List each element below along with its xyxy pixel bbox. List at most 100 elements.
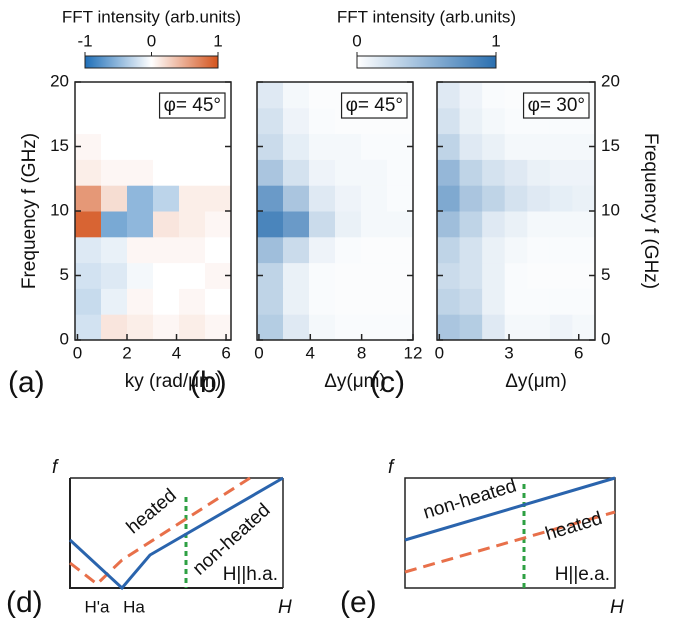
heatmap-cell [127, 211, 154, 238]
colorbar-tick-label: 1 [213, 31, 222, 50]
heatmap-cell [309, 107, 336, 135]
heatmap-cell [335, 211, 362, 238]
heatmap-cell [549, 159, 573, 186]
heatmap-cell [153, 159, 180, 186]
x-axis-label: H [610, 597, 624, 618]
heatmap-cell [527, 159, 551, 186]
heatmap-cell [127, 185, 154, 212]
heatmap-cell [283, 314, 310, 341]
heatmap-cell [572, 314, 596, 341]
panel-d: heated non-heated H||h.a. f H H'a Ha (d) [6, 457, 292, 619]
heatmap-cell [309, 236, 336, 264]
heatmap-cell [75, 314, 102, 341]
heatmap-cell [205, 236, 232, 264]
heatmap-cell [482, 107, 506, 135]
y-axis-label: Frequency f (GHz) [19, 133, 40, 289]
heatmap-cell [437, 262, 461, 289]
heatmap-cell [335, 133, 362, 160]
heatmap-cell [482, 159, 506, 186]
panel-label: (c) [370, 366, 405, 399]
y-tick-label: 20 [50, 71, 69, 90]
y-axis-label: f [388, 457, 395, 478]
x-tick-label: 12 [404, 343, 423, 362]
heatmap-cell [437, 82, 461, 109]
non-heated-curve [404, 476, 616, 542]
heatmap-cell [153, 288, 180, 315]
heatmap-cell [309, 159, 336, 186]
heatmap-cell [387, 159, 414, 186]
heated-curve [69, 476, 251, 586]
heatmap-cell [459, 211, 483, 238]
heatmap-cell [459, 107, 483, 135]
annotation: φ= 30° [528, 95, 585, 116]
heatmap-cell [459, 133, 483, 160]
x-tick-label: 0 [254, 343, 263, 362]
heatmap-cell [101, 211, 128, 238]
colorbar-tick-label: -1 [77, 31, 92, 50]
heatmap-cell [153, 185, 180, 212]
heatmap-cell [504, 314, 528, 341]
heatmap-cell [127, 236, 154, 264]
colorbar-tick-label: 1 [491, 31, 500, 50]
heatmap-cell [572, 262, 596, 289]
x-tick-label: 2 [122, 343, 131, 362]
heatmap-cell [309, 82, 336, 109]
annotation-box [340, 92, 408, 119]
annotation: φ= 45° [164, 95, 221, 116]
heatmap-cell [482, 314, 506, 341]
x-axis-label: Δy(μm) [505, 371, 567, 392]
non-heated-curve [68, 476, 284, 591]
heatmap-cell [335, 262, 362, 289]
heatmap-cell [101, 185, 128, 212]
heatmap-cell [387, 314, 414, 341]
heatmap-cell [335, 185, 362, 212]
heatmap-cell [504, 82, 528, 109]
heatmap-cell [459, 314, 483, 341]
x-tick-label: 0 [73, 343, 82, 362]
x-tick-label: 4 [172, 343, 181, 362]
heatmap-cell [572, 288, 596, 315]
heatmap-cell [75, 82, 102, 109]
heatmap-cell [504, 262, 528, 289]
heatmap-cell [549, 211, 573, 238]
y-tick-label: 15 [601, 136, 620, 155]
heatmap-cell [257, 82, 284, 109]
heatmap-cell [572, 159, 596, 186]
heatmap-cell [127, 288, 154, 315]
heatmap-cell [527, 236, 551, 264]
heatmap-cell [361, 314, 388, 341]
heatmap-cell [283, 211, 310, 238]
x-axis-label: ky (rad/μm) [125, 371, 221, 392]
heatmap-cell [101, 159, 128, 186]
annotation: heated [123, 485, 181, 538]
heatmap-cell [504, 159, 528, 186]
heatmap-cell [309, 314, 336, 341]
heatmap-cell [127, 82, 154, 109]
heatmap-cell [179, 211, 206, 238]
heatmap-cell [437, 159, 461, 186]
heatmap-cell [309, 288, 336, 315]
heatmap-cell [572, 185, 596, 212]
heatmap-cell [127, 107, 154, 135]
y-tick-label: 0 [601, 329, 610, 348]
y-tick-label: 0 [60, 329, 69, 348]
colorbar-label: FFT intensity (arb.units) [337, 7, 516, 26]
axes-frame [404, 477, 616, 589]
heatmap-cell [257, 159, 284, 186]
heatmap-cell [459, 159, 483, 186]
heatmap-cell [437, 185, 461, 212]
heatmap-cell [549, 236, 573, 264]
annotation: H||e.a. [555, 564, 610, 585]
y-axis-label: Frequency f (GHz) [640, 133, 661, 289]
heatmap-cell [572, 211, 596, 238]
heatmap-cell [459, 185, 483, 212]
heatmap-cell [527, 314, 551, 341]
x-tick-label: 3 [504, 343, 513, 362]
heatmap-cell [205, 211, 232, 238]
heatmap-cell [153, 262, 180, 289]
heatmap-cell [361, 159, 388, 186]
heatmap-cell [205, 185, 232, 212]
heatmap-cell [127, 133, 154, 160]
heatmap-cell [205, 159, 232, 186]
annotation: heated [543, 508, 605, 545]
